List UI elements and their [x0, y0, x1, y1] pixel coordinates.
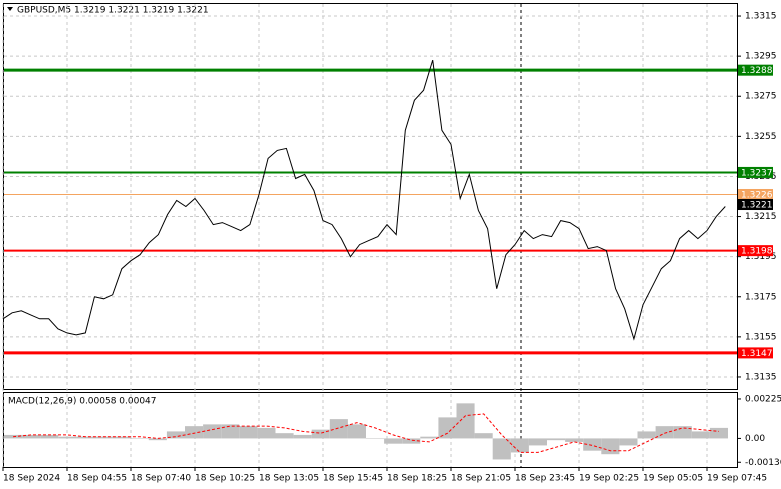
histogram-bar: [637, 431, 656, 439]
x-tick-label: 19 Sep 07:45: [707, 474, 767, 484]
histogram-bar: [239, 426, 258, 439]
chart-title: GBPUSD,M5 1.3219 1.3221 1.3219 1.3221: [17, 6, 209, 16]
price-label-box: [738, 347, 773, 359]
y-tick-label: 1.3175: [745, 292, 777, 302]
y-tick-label: 1.3155: [745, 332, 777, 342]
x-tick-label: 19 Sep 05:05: [643, 474, 703, 484]
y-tick-label: 1.3195: [745, 252, 777, 262]
histogram-bar: [40, 434, 59, 439]
histogram-bar: [402, 438, 421, 444]
histogram-bar: [510, 438, 529, 453]
menu-triangle: [7, 7, 13, 11]
price-label-box: [738, 64, 773, 76]
histogram-bar: [583, 438, 602, 451]
histogram-bar: [311, 429, 330, 439]
histogram-bar: [185, 426, 204, 439]
histogram-bar: [420, 436, 439, 439]
price-label-box: [738, 166, 773, 178]
histogram-bar: [655, 426, 674, 439]
histogram-bar: [601, 438, 620, 455]
y-tick-label: -0.00136: [745, 458, 781, 468]
x-tick-label: 18 Sep 15:45: [323, 474, 383, 484]
histogram-bar: [4, 434, 23, 439]
histogram-bar: [275, 433, 294, 439]
price-label: 1.3288: [741, 66, 773, 76]
histogram-bar: [619, 438, 638, 446]
histogram-bar: [130, 438, 149, 439]
y-tick-label: 1.3315: [745, 12, 777, 22]
histogram-bar: [203, 424, 222, 439]
y-tick-label: 0.00225: [745, 394, 781, 404]
price-label: 1.3147: [741, 349, 773, 359]
x-tick-label: 19 Sep 02:25: [579, 474, 639, 484]
histogram-bar: [366, 438, 385, 439]
y-tick-label: 1.3275: [745, 92, 777, 102]
histogram-bar: [673, 426, 692, 439]
histogram-bar: [148, 438, 167, 441]
y-tick-label: 1.3135: [745, 372, 777, 382]
x-tick-label: 18 Sep 10:25: [195, 474, 255, 484]
histogram-bar: [76, 436, 95, 439]
histogram-bar: [221, 424, 240, 439]
x-tick-label: 18 Sep 07:40: [131, 474, 191, 484]
price-label-box: [738, 188, 773, 200]
x-tick-label: 18 Sep 04:55: [67, 474, 127, 484]
price-label: 1.3237: [741, 168, 773, 178]
x-tick-label: 18 Sep 13:05: [259, 474, 319, 484]
histogram-bar: [94, 436, 113, 439]
histogram-bar: [166, 431, 185, 439]
y-tick-label: 0.00: [745, 434, 765, 444]
histogram-bar: [709, 427, 728, 439]
histogram-bar: [112, 436, 131, 439]
price-line: [2, 59, 726, 341]
histogram-bar: [438, 417, 457, 439]
histogram-bar: [528, 438, 547, 446]
signal-line: [13, 413, 720, 453]
histogram-bar: [384, 438, 403, 444]
price-label: 1.3221: [741, 201, 773, 211]
histogram-bar: [456, 403, 475, 439]
histogram-bar: [547, 438, 566, 441]
price-label-box: [738, 245, 773, 257]
y-tick-label: 1.3255: [745, 132, 777, 142]
x-tick-label: 18 Sep 23:45: [515, 474, 575, 484]
histogram-bar: [474, 433, 493, 439]
price-label: 1.3198: [741, 247, 773, 257]
x-tick-label: 18 Sep 18:25: [387, 474, 447, 484]
y-tick-label: 1.3295: [745, 52, 777, 62]
histogram-bar: [22, 434, 41, 439]
x-tick-label: 18 Sep 21:05: [451, 474, 511, 484]
y-tick-label: 1.3215: [745, 212, 777, 222]
histogram-bar: [293, 434, 312, 439]
price-label: 1.3226: [741, 190, 773, 200]
histogram-bar: [58, 436, 77, 439]
macd-title: MACD(12,26,9) 0.00058 0.00047: [8, 397, 157, 407]
price-label-box: [738, 199, 773, 211]
histogram-bar: [691, 431, 710, 439]
histogram-bar: [329, 419, 348, 439]
x-tick-label: 18 Sep 2024: [3, 474, 60, 484]
histogram-bar: [257, 427, 276, 439]
histogram-bar: [492, 438, 511, 460]
histogram-bar: [347, 424, 366, 439]
histogram-bar: [565, 438, 584, 442]
